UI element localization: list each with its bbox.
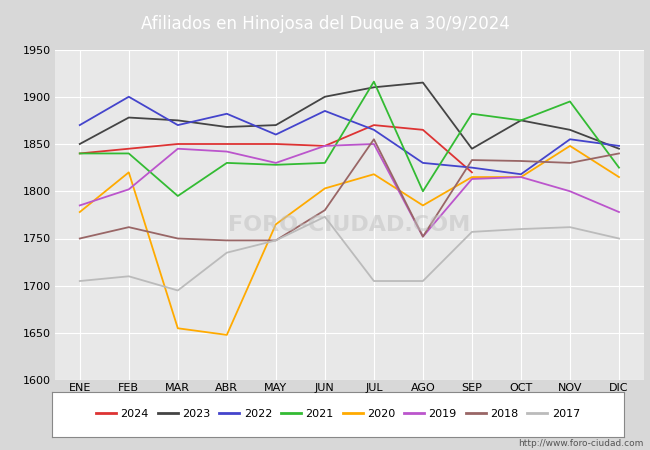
Text: Afiliados en Hinojosa del Duque a 30/9/2024: Afiliados en Hinojosa del Duque a 30/9/2… <box>140 14 510 33</box>
Text: FORO-CIUDAD.COM: FORO-CIUDAD.COM <box>228 215 471 235</box>
Legend: 2024, 2023, 2022, 2021, 2020, 2019, 2018, 2017: 2024, 2023, 2022, 2021, 2020, 2019, 2018… <box>92 405 584 423</box>
Text: http://www.foro-ciudad.com: http://www.foro-ciudad.com <box>518 439 644 448</box>
